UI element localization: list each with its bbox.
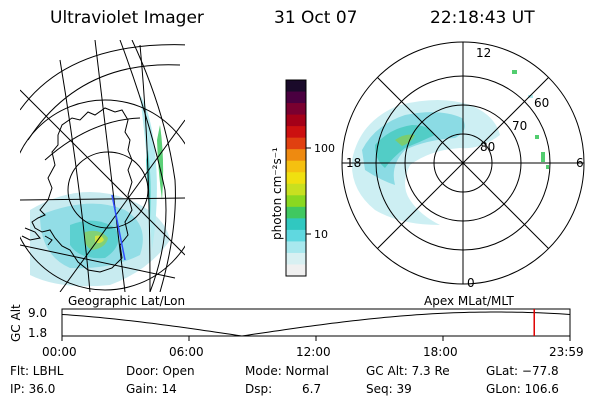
altitude-ytick-9: 9.0 <box>28 306 48 320</box>
app-title: Ultraviolet Imager <box>50 8 204 28</box>
colorbar-swatch <box>286 149 306 162</box>
colorbar-swatch <box>286 137 306 150</box>
mlat-label-80: 80 <box>480 140 496 154</box>
colorbar-swatch <box>286 252 306 265</box>
status-glon: GLon: 106.6 <box>486 382 559 396</box>
colorbar-swatch <box>286 206 306 219</box>
altitude-curve <box>61 311 571 337</box>
status-dsp-label: Dsp: <box>245 382 273 396</box>
colorbar-swatch <box>286 160 306 173</box>
colorbar-swatch <box>286 241 306 254</box>
status-mode: Mode: Normal <box>245 364 329 378</box>
status-gc-alt: GC Alt: 7.3 Re <box>366 364 450 378</box>
date-label: 31 Oct 07 <box>274 8 358 28</box>
colorbar-swatch <box>286 103 306 116</box>
colorbar-swatch <box>286 229 306 242</box>
colorbar-swatch <box>286 183 306 196</box>
colorbar-tick-10: 10 <box>314 228 328 241</box>
status-glat: GLat: −77.8 <box>486 364 559 378</box>
left-map-caption: Geographic Lat/Lon <box>68 294 186 308</box>
colorbar-swatch <box>286 264 306 277</box>
colorbar-swatch <box>286 218 306 231</box>
right-map-caption: Apex MLat/MLT <box>424 294 514 308</box>
time-label: 22:18:43 UT <box>430 8 535 28</box>
status-gain: Gain: 14 <box>126 382 177 396</box>
altitude-xtick-0000: 00:00 <box>42 345 77 359</box>
status-door: Door: Open <box>126 364 195 378</box>
status-seq: Seq: 39 <box>366 382 412 396</box>
colorbar-tick-100: 100 <box>314 142 335 155</box>
altitude-xtick-1200: 12:00 <box>296 345 331 359</box>
altitude-xtick-2359: 23:59 <box>549 345 584 359</box>
colorbar-swatch <box>286 91 306 104</box>
geographic-map <box>20 40 185 292</box>
status-flt: Flt: LBHL <box>10 364 64 378</box>
colorbar-swatch <box>286 195 306 208</box>
colorbar-swatch <box>286 126 306 139</box>
altitude-ytick-1-8: 1.8 <box>28 326 48 340</box>
colorbar-swatch <box>286 114 306 127</box>
status-dsp-value: 6.7 <box>302 382 322 396</box>
colorbar <box>285 79 311 277</box>
mlt-label-12: 12 <box>476 46 492 60</box>
altitude-axis-label: GC Alt <box>9 304 23 342</box>
mlt-label-6: 6 <box>576 156 584 170</box>
polar-mlat-mlt-plot <box>341 41 585 285</box>
mlt-label-18: 18 <box>346 156 362 170</box>
altitude-strip-chart <box>61 308 571 341</box>
mlt-label-0: 0 <box>467 276 475 290</box>
mlat-label-70: 70 <box>512 119 528 133</box>
colorbar-swatch <box>286 172 306 185</box>
colorbar-swatch <box>286 80 306 93</box>
altitude-xtick-0600: 06:00 <box>169 345 204 359</box>
colorbar-unit-label: photon cm⁻²s⁻¹ <box>270 147 284 240</box>
status-ip: IP: 36.0 <box>10 382 56 396</box>
altitude-x-ticks <box>61 336 571 341</box>
altitude-xtick-1800: 18:00 <box>423 345 458 359</box>
mlat-label-60: 60 <box>534 96 550 110</box>
colorbar-swatches <box>286 80 306 277</box>
